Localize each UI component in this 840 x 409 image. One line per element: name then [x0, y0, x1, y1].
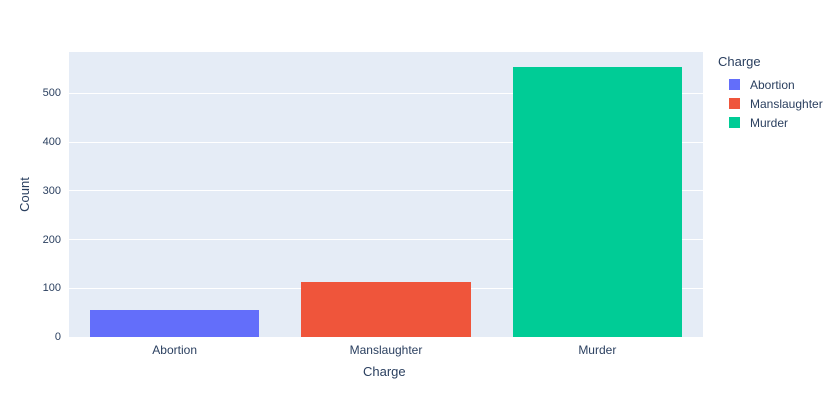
x-axis-title: Charge — [363, 364, 406, 379]
legend-swatch — [729, 98, 740, 109]
y-tick-label: 400 — [42, 136, 61, 149]
gridline-y-300 — [69, 190, 703, 192]
gridline-y-0 — [69, 336, 703, 338]
y-tick-label: 200 — [42, 233, 61, 246]
gridline-y-200 — [69, 239, 703, 241]
x-tick-label: Abortion — [152, 343, 197, 357]
y-tick-label: 500 — [42, 87, 61, 100]
legend-item-manslaughter[interactable]: Manslaughter — [716, 94, 823, 113]
bar-murder[interactable] — [512, 66, 682, 337]
x-tick-label: Murder — [578, 343, 617, 357]
legend-label: Murder — [750, 115, 789, 130]
legend-swatch — [729, 79, 740, 90]
plot-area[interactable] — [69, 52, 703, 338]
legend-label: Abortion — [750, 77, 795, 92]
gridline-y-400 — [69, 141, 703, 143]
x-tick-label: Manslaughter — [349, 343, 423, 357]
bar-abortion[interactable] — [90, 310, 260, 337]
bar-manslaughter[interactable] — [301, 282, 471, 337]
legend-title: Charge — [718, 54, 761, 69]
legend-label: Manslaughter — [750, 96, 823, 111]
legend-items: Abortion Manslaughter Murder — [716, 75, 823, 132]
legend-item-murder[interactable]: Murder — [716, 113, 823, 132]
y-axis-title: Count — [16, 176, 32, 212]
y-tick-label: 300 — [42, 184, 61, 197]
y-tick-label: 100 — [42, 282, 61, 295]
legend-swatch — [729, 117, 740, 128]
gridline-y-500 — [69, 92, 703, 94]
legend-item-abortion[interactable]: Abortion — [716, 75, 823, 94]
y-tick-label: 0 — [54, 331, 61, 343]
legend: Charge Abortion Manslaughter Murder — [716, 54, 823, 132]
